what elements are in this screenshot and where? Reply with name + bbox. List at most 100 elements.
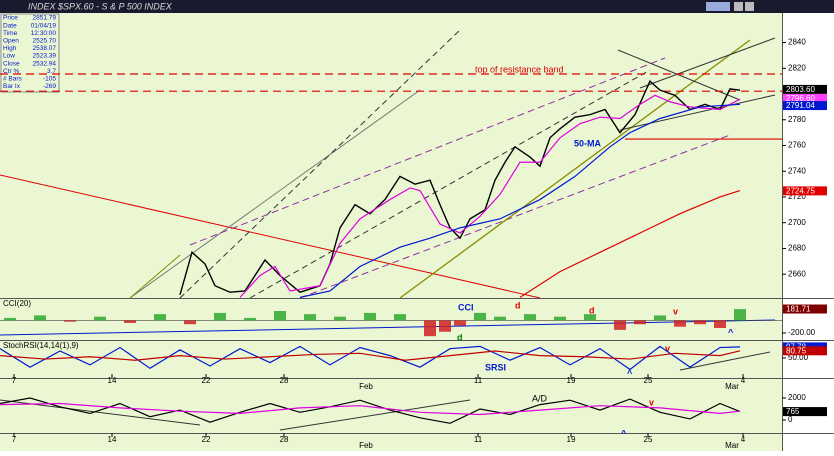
last-value-label: 181.71 (786, 305, 811, 314)
cci-bar (34, 315, 46, 321)
window-button[interactable] (706, 2, 730, 11)
y-tick-label: 2840 (788, 38, 806, 47)
trendline (129, 89, 421, 299)
cci-bar (304, 314, 316, 321)
y-tick-label: 50.00 (788, 353, 809, 362)
x-tick-label: 7 (12, 376, 17, 385)
panel-title: CCI(20) (3, 299, 31, 308)
info-value: 2525.70 (33, 38, 57, 45)
cci-bar (734, 309, 746, 321)
trendline (0, 174, 541, 299)
last-value-box (783, 407, 827, 417)
annotation: v (649, 397, 654, 407)
y-tick-label: 2000 (788, 393, 806, 402)
cci-bar (524, 314, 536, 321)
y-tick-label: 2720 (788, 192, 806, 201)
trendline (399, 39, 751, 299)
trendlines (0, 29, 776, 431)
info-label: Time (3, 30, 18, 37)
info-label: Close (3, 60, 20, 67)
info-label: High (3, 45, 17, 52)
cci-bar (394, 314, 406, 321)
month-label: Feb (359, 441, 373, 450)
last-value-box (783, 346, 827, 356)
x-tick-label: 14 (108, 435, 117, 444)
info-label: Low (3, 53, 15, 60)
trendline (679, 351, 771, 371)
cci-bar (94, 316, 106, 321)
info-value: 2851.79 (33, 15, 57, 22)
trendline (279, 399, 471, 431)
info-value: 3.7 (47, 68, 56, 75)
x-tick-label: 28 (280, 435, 289, 444)
panel-title: StochRSI(14,14(1),9) (3, 341, 79, 350)
month-label: Mar (725, 441, 739, 450)
cci-bar (154, 314, 166, 321)
x-tick-label: 11 (474, 376, 483, 385)
annotation: d (515, 300, 521, 310)
cci-bar (64, 320, 76, 322)
x-tick-label: 7 (12, 435, 17, 444)
x-tick-label: 4 (741, 435, 746, 444)
annotation: SRSI (485, 362, 506, 372)
plot-background (0, 0, 782, 451)
cci-bar (554, 316, 566, 321)
info-label: Price (3, 15, 18, 22)
annotation: 50-MA (574, 138, 602, 148)
window-button[interactable] (745, 2, 754, 11)
info-label: Open (3, 38, 19, 45)
y-tick-label: 2820 (788, 63, 806, 72)
cci-bar (424, 320, 436, 337)
y-tick-label: -200.00 (788, 328, 816, 337)
cci-bar (334, 316, 346, 321)
y-tick-label: 2700 (788, 218, 806, 227)
info-value: 01/04/19 (31, 22, 57, 29)
cci-bar (454, 320, 466, 326)
last-value-label: 2724.75 (786, 186, 815, 195)
annotation: v (665, 343, 670, 353)
cci-bar (184, 320, 196, 325)
annotation: ^ (627, 368, 633, 378)
y-tick-label: 2680 (788, 244, 806, 253)
title: INDEX $SPX.60 - S & P 500 INDEX (28, 1, 173, 11)
info-value: -269 (43, 83, 56, 90)
cci-bar (674, 320, 686, 327)
trendline (189, 57, 666, 246)
trendline (249, 69, 651, 299)
info-value: 2538.07 (33, 45, 57, 52)
cci-bar (244, 317, 256, 321)
trendline (619, 94, 776, 131)
last-value-box (783, 101, 827, 111)
y-tick-label: 2660 (788, 269, 806, 278)
series-line (0, 397, 741, 424)
y-tick-label: 2780 (788, 115, 806, 124)
series-line (0, 345, 741, 371)
series-line (299, 103, 741, 298)
annotation: top of resistance band (475, 64, 564, 74)
y-tick-label: 2740 (788, 166, 806, 175)
last-value-box (783, 93, 827, 103)
info-label: # Bars (3, 76, 23, 83)
window-button[interactable] (734, 2, 743, 11)
y-tick-label: 2760 (788, 141, 806, 150)
last-value-label: 765 (786, 407, 800, 416)
last-value-box (783, 84, 827, 94)
cci-bar (584, 314, 596, 321)
series-line (0, 350, 741, 361)
x-tick-label: 4 (741, 376, 746, 385)
cci-bar (694, 320, 706, 325)
series-line (239, 94, 741, 298)
annotation: d (589, 305, 595, 315)
last-value-label: 80.75 (786, 346, 807, 355)
cci-bar (4, 317, 16, 321)
x-tick-label: 11 (474, 435, 483, 444)
x-tick-label: 25 (644, 435, 653, 444)
panel-borders (0, 13, 834, 451)
info-value: 2523.39 (33, 53, 57, 60)
annotation: CCI (458, 302, 474, 312)
x-tick-label: 28 (280, 376, 289, 385)
cci-bar (474, 312, 486, 321)
trendline (639, 37, 776, 89)
x-tick-label: 14 (108, 376, 117, 385)
